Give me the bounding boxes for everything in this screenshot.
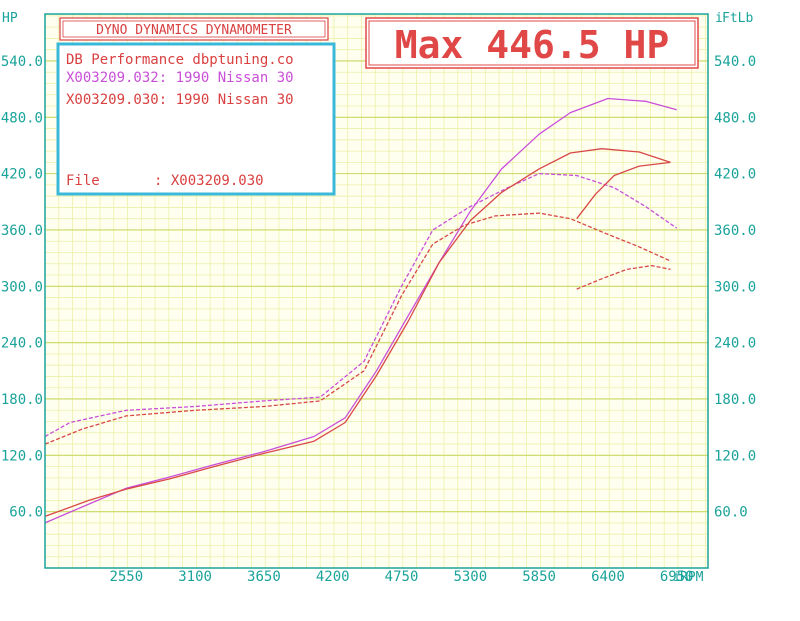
max-hp-banner — [365, 17, 699, 69]
y-left-tick-label: 120.0 — [1, 448, 43, 464]
y-left-tick-label: 300.0 — [1, 279, 43, 295]
y-left-tick-label: 60.0 — [9, 505, 43, 521]
series-line-run030-power-overlay — [576, 161, 671, 220]
series-line-run032-torque — [44, 172, 678, 438]
y-left-tick-label: 240.0 — [1, 336, 43, 352]
right-axis-prefix: i — [715, 11, 723, 26]
x-tick-label: 6400 — [591, 569, 625, 585]
info-file-label: File — [66, 173, 100, 189]
title-banner — [59, 17, 329, 41]
y-left-tick-label: 360.0 — [1, 223, 43, 239]
info-header: DB Performance dbptuning.co — [66, 52, 294, 68]
y-right-tick-label: 120.0 — [714, 448, 756, 464]
x-tick-label: 4750 — [385, 569, 419, 585]
series-line-run030-torque-overlay — [576, 264, 671, 290]
y-right-tick-label: 300.0 — [714, 279, 756, 295]
y-right-tick-label: 240.0 — [714, 336, 756, 352]
x-tick-label: 3650 — [247, 569, 281, 585]
left-axis-label: HP — [2, 11, 18, 26]
tick-labels: 2550 3100 3650 4200 4750 5300 5850 6400 6950 60.0… — [1, 54, 756, 585]
info-file-value: : X003209.030 — [154, 173, 264, 189]
info-box — [56, 42, 336, 196]
chart-title: DYNO DYNAMICS DYNAMOMETER — [96, 23, 292, 38]
y-right-tick-label: 480.0 — [714, 110, 756, 126]
info-run-2: X003209.030: 1990 Nissan 30 — [66, 92, 294, 108]
series-line-run030-power — [44, 148, 671, 518]
x-axis-label: RPM — [680, 570, 704, 585]
right-axis-label: FtLb — [722, 11, 753, 26]
title-banner-inner — [62, 20, 326, 38]
y-left-tick-label: 420.0 — [1, 167, 43, 183]
y-left-tick-label: 180.0 — [1, 392, 43, 408]
y-right-tick-label: 360.0 — [714, 223, 756, 239]
max-hp-banner-inner — [368, 20, 696, 66]
x-axis-prefix: i — [673, 570, 681, 585]
y-left-tick-label: 540.0 — [1, 54, 43, 70]
series-line-run030-torque — [44, 212, 671, 445]
x-tick-label: 2550 — [109, 569, 143, 585]
max-hp-label: Max 446.5 HP — [395, 23, 670, 67]
info-run-1: X003209.032: 1990 Nissan 30 — [66, 70, 294, 86]
x-tick-label: 5300 — [453, 569, 487, 585]
y-right-tick-label: 420.0 — [714, 167, 756, 183]
y-right-tick-label: 60.0 — [714, 505, 748, 521]
series-layer — [44, 97, 678, 524]
y-right-tick-label: 540.0 — [714, 54, 756, 70]
x-tick-label: 3100 — [178, 569, 212, 585]
y-right-tick-label: 180.0 — [714, 392, 756, 408]
plot-border — [44, 13, 709, 569]
series-line-run032-power — [44, 97, 677, 524]
y-left-tick-label: 480.0 — [1, 110, 43, 126]
x-tick-label: 5850 — [522, 569, 556, 585]
x-tick-label: 6950 — [660, 569, 694, 585]
x-tick-label: 4200 — [316, 569, 350, 585]
